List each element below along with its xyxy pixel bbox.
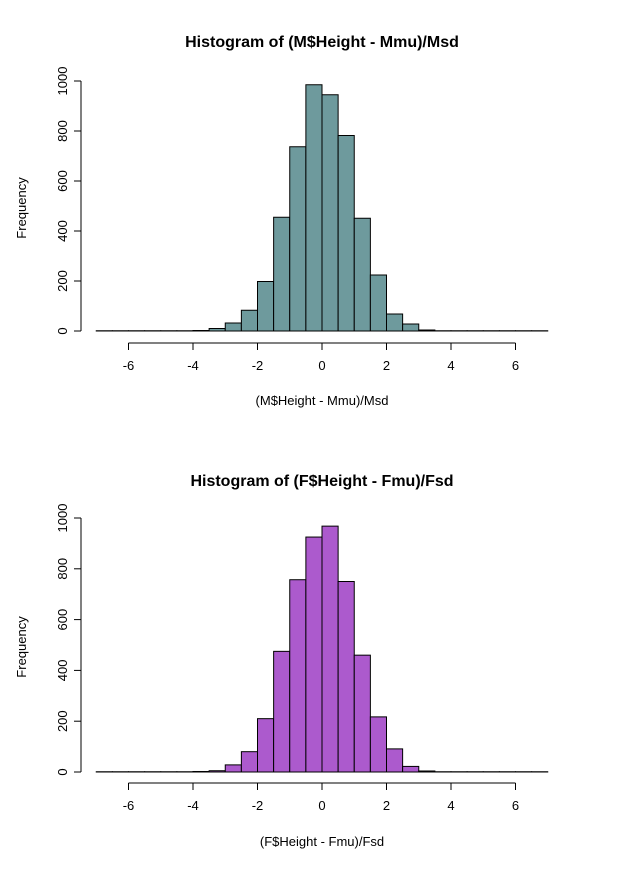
x-axis-label: (F$Height - Fmu)/Fsd xyxy=(260,834,384,849)
y-tick-label: 0 xyxy=(55,768,70,775)
histogram-bar xyxy=(338,136,354,332)
x-tick-label: 0 xyxy=(318,358,325,373)
x-tick-label: 6 xyxy=(512,798,519,813)
histogram-bar xyxy=(419,771,435,772)
histogram-bar xyxy=(338,582,354,773)
x-tick-label: 2 xyxy=(383,358,390,373)
y-tick-label: 1000 xyxy=(55,67,70,96)
histogram-bar xyxy=(403,324,419,331)
x-tick-label: 2 xyxy=(383,798,390,813)
x-tick-label: -2 xyxy=(252,798,264,813)
bars-group xyxy=(96,85,548,331)
y-tick-label: 400 xyxy=(55,220,70,242)
histogram-panel-male: Histogram of (M$Height - Mmu)/Msd Freque… xyxy=(14,34,548,408)
x-tick-label: 0 xyxy=(318,798,325,813)
y-axis-label: Frequency xyxy=(14,616,29,678)
histogram-bar xyxy=(354,655,370,772)
histogram-bar xyxy=(225,765,241,772)
histogram-bar xyxy=(225,323,241,331)
y-tick-label: 1000 xyxy=(55,504,70,533)
histogram-bar xyxy=(306,85,322,331)
histogram-bar xyxy=(274,651,290,772)
histogram-bar xyxy=(322,526,338,772)
y-tick-label: 0 xyxy=(55,327,70,334)
x-tick-label: 4 xyxy=(447,798,454,813)
histogram-bar xyxy=(209,771,225,772)
histogram-bar xyxy=(403,766,419,772)
x-tick-label: -4 xyxy=(187,798,199,813)
histogram-bar xyxy=(274,217,290,331)
histogram-bar xyxy=(387,749,403,772)
chart-title: Histogram of (F$Height - Fmu)/Fsd xyxy=(190,473,453,490)
histogram-bar xyxy=(258,282,274,332)
y-tick-label: 800 xyxy=(55,120,70,142)
histogram-bar xyxy=(370,275,386,331)
histogram-bar xyxy=(290,147,306,331)
x-axis-label: (M$Height - Mmu)/Msd xyxy=(256,393,389,408)
y-axis-label: Frequency xyxy=(14,177,29,239)
x-tick-label: -2 xyxy=(252,358,264,373)
histogram-bar xyxy=(241,752,257,772)
y-tick-label: 800 xyxy=(55,558,70,580)
y-tick-label: 600 xyxy=(55,170,70,192)
histogram-bar xyxy=(241,310,257,331)
x-tick-label: -6 xyxy=(123,798,135,813)
y-tick-label: 200 xyxy=(55,270,70,292)
histogram-bar xyxy=(209,329,225,332)
bars-group xyxy=(96,526,548,772)
x-tick-label: -6 xyxy=(123,358,135,373)
histogram-bar xyxy=(193,771,209,772)
chart-title: Histogram of (M$Height - Mmu)/Msd xyxy=(185,34,459,51)
y-tick-label: 200 xyxy=(55,710,70,732)
x-tick-label: 6 xyxy=(512,358,519,373)
histogram-bar xyxy=(290,580,306,772)
x-tick-label: -4 xyxy=(187,358,199,373)
histogram-bar xyxy=(322,95,338,331)
histogram-bar xyxy=(370,717,386,772)
histogram-bar xyxy=(419,330,435,331)
histogram-bar xyxy=(387,314,403,331)
histogram-bar xyxy=(306,537,322,772)
histogram-bar xyxy=(354,218,370,331)
histogram-bar xyxy=(258,719,274,772)
y-tick-label: 400 xyxy=(55,660,70,682)
x-tick-label: 4 xyxy=(447,358,454,373)
y-tick-label: 600 xyxy=(55,609,70,631)
histogram-bar xyxy=(193,331,209,332)
histogram-panel-female: Histogram of (F$Height - Fmu)/Fsd Freque… xyxy=(14,473,548,849)
